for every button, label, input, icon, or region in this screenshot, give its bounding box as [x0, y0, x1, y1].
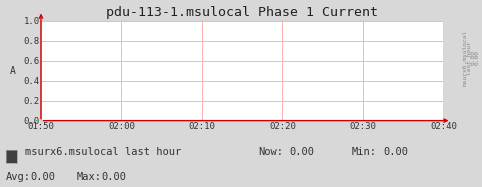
Text: Avg:: Avg: — [6, 172, 31, 182]
Text: Max:: Max: — [77, 172, 102, 182]
Text: msurx6.msulocal: msurx6.msulocal — [463, 30, 468, 86]
Text: 0.00: 0.00 — [289, 147, 314, 157]
Text: A: A — [10, 66, 16, 76]
Text: 0.00: 0.00 — [471, 50, 476, 65]
Text: msurx6.msulocal last hour: msurx6.msulocal last hour — [25, 147, 181, 157]
Text: 0.00: 0.00 — [101, 172, 126, 182]
Text: Now:: Now: — [258, 147, 283, 157]
Text: 0.00: 0.00 — [383, 147, 408, 157]
Text: Min:: Min: — [352, 147, 377, 157]
Text: last hour: last hour — [468, 41, 472, 75]
Text: 0.00: 0.00 — [474, 50, 479, 65]
Title: pdu-113-1.msulocal Phase 1 Current: pdu-113-1.msulocal Phase 1 Current — [106, 6, 378, 19]
Text: 0.00: 0.00 — [30, 172, 55, 182]
